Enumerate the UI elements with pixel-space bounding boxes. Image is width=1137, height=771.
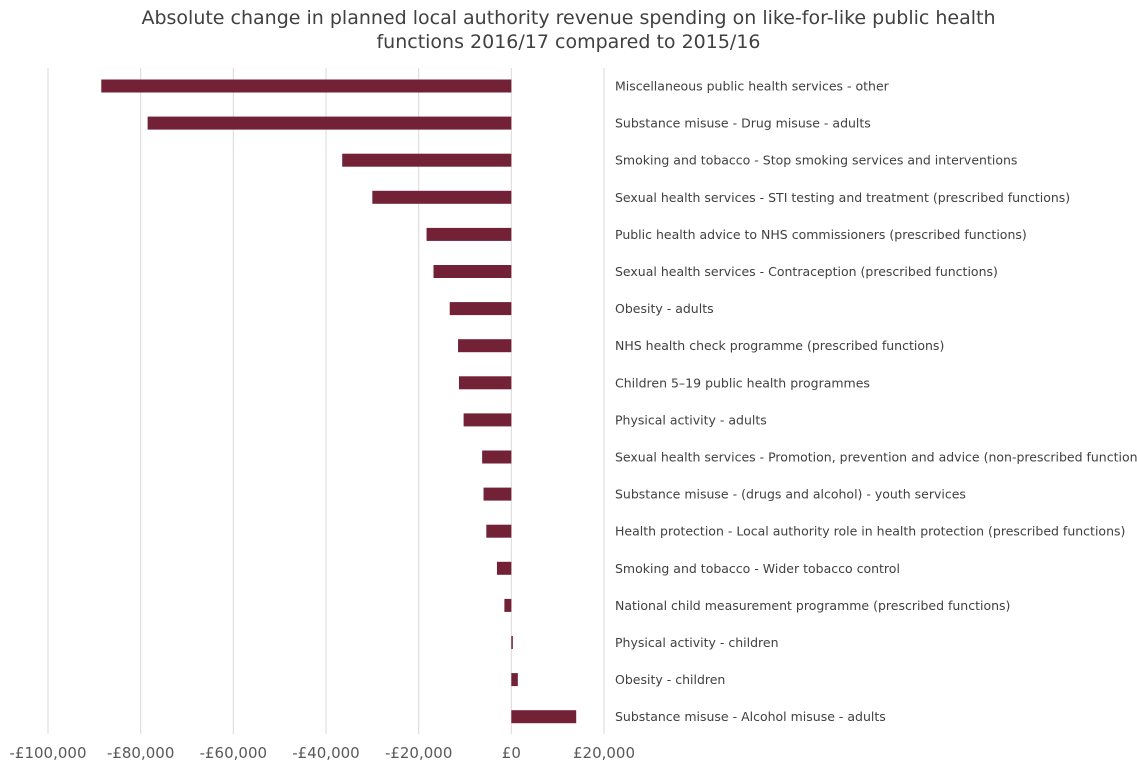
- bar: [101, 79, 512, 93]
- x-tick-label: -£80,000: [107, 744, 174, 762]
- bar: [458, 339, 512, 353]
- chart-title-line-1: Absolute change in planned local authori…: [141, 7, 996, 29]
- bar: [483, 487, 512, 501]
- x-tick-label: -£60,000: [200, 744, 267, 762]
- bar: [482, 450, 512, 464]
- category-label: Children 5–19 public health programmes: [615, 375, 870, 390]
- category-label: Physical activity - children: [615, 635, 779, 650]
- bar: [511, 673, 518, 687]
- bar: [458, 376, 512, 390]
- x-axis-tick-labels: -£100,000 -£80,000 -£60,000 -£40,000 -£20,00…: [10, 744, 636, 762]
- x-tick-label: £0: [502, 744, 521, 762]
- category-label: Sexual health services - STI testing and…: [615, 190, 1070, 205]
- bar: [147, 116, 512, 130]
- x-tick-label: -£100,000: [10, 744, 87, 762]
- chart-title-line-2: functions 2016/17 compared to 2015/16: [376, 31, 761, 53]
- category-label: Obesity - adults: [615, 301, 714, 316]
- x-tick-label: -£40,000: [292, 744, 359, 762]
- category-label: Obesity - children: [615, 672, 725, 687]
- category-label: Substance misuse - Drug misuse - adults: [615, 116, 871, 131]
- x-tick-label: £20,000: [573, 744, 635, 762]
- category-label: Public health advice to NHS commissioner…: [615, 227, 1027, 242]
- category-label: Smoking and tobacco - Wider tobacco cont…: [615, 561, 900, 576]
- category-label: Miscellaneous public health services - o…: [615, 79, 890, 94]
- category-label: NHS health check programme (prescribed f…: [615, 338, 944, 353]
- bars: [101, 79, 577, 724]
- category-label: Health protection - Local authority role…: [615, 524, 1125, 539]
- x-tick-label: -£20,000: [385, 744, 452, 762]
- bar: [449, 302, 512, 316]
- category-label: Substance misuse - (drugs and alcohol) -…: [615, 487, 966, 502]
- category-label: Sexual health services - Contraception (…: [615, 264, 998, 279]
- chart-title: Absolute change in planned local authori…: [0, 6, 1137, 54]
- category-label: Sexual health services - Promotion, prev…: [615, 450, 1137, 465]
- bar: [496, 561, 512, 575]
- category-labels: Miscellaneous public health services - o…: [615, 79, 1137, 725]
- bar: [504, 598, 512, 612]
- category-label: National child measurement programme (pr…: [615, 598, 1010, 613]
- bar: [433, 265, 512, 278]
- bar: [486, 524, 512, 538]
- bar: [342, 153, 512, 167]
- bar: [372, 190, 512, 204]
- category-label: Physical activity - adults: [615, 412, 767, 427]
- bar: [426, 227, 512, 241]
- bar: [463, 413, 512, 427]
- gridlines: [47, 68, 605, 734]
- bar: [511, 636, 513, 649]
- bar: [511, 710, 577, 724]
- category-label: Substance misuse - Alcohol misuse - adul…: [615, 709, 886, 724]
- category-label: Smoking and tobacco - Stop smoking servi…: [615, 153, 1017, 168]
